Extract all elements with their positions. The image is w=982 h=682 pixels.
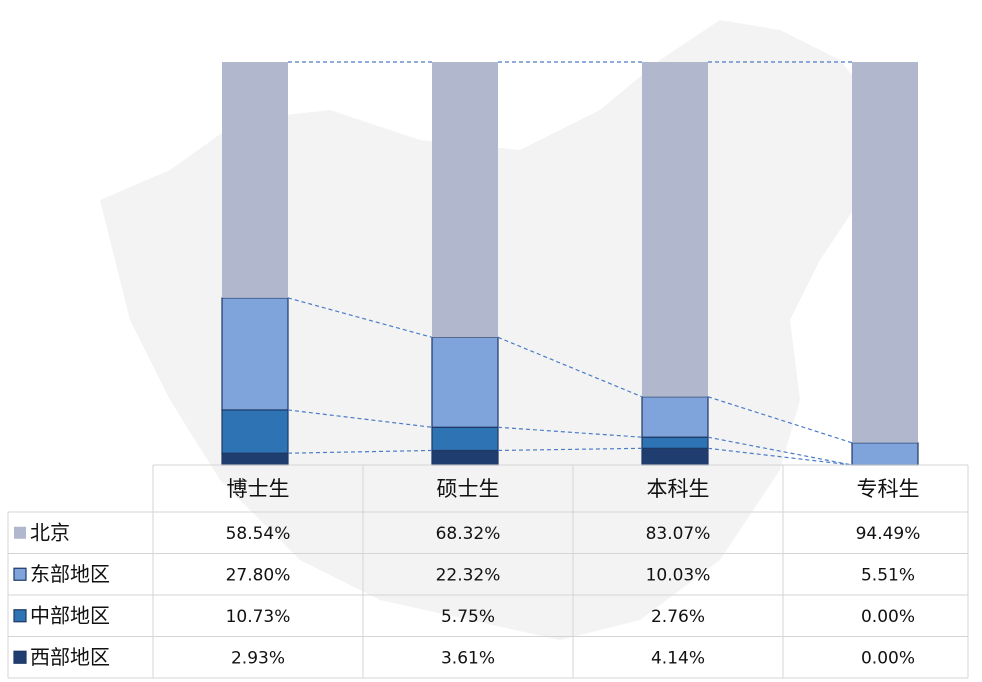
legend-swatch (13, 650, 27, 664)
data-label: 0.00% (861, 607, 915, 627)
x-tick-label: 本科生 (647, 477, 710, 501)
bar-segment (222, 62, 288, 298)
data-label: 2.93% (231, 648, 285, 668)
data-label: 10.03% (646, 565, 711, 585)
legend-label: 西部地区 (30, 645, 110, 669)
bar-segment (431, 426, 499, 452)
bar-segment (641, 447, 709, 466)
legend-swatch (13, 609, 27, 623)
data-label: 2.76% (651, 607, 705, 627)
data-label: 22.32% (436, 565, 501, 585)
legend-label: 中部地区 (30, 603, 110, 627)
connector (497, 426, 643, 438)
data-label: 83.07% (646, 524, 711, 544)
legend-swatch (14, 526, 26, 539)
data-label: 94.49% (856, 524, 921, 544)
data-label: 3.61% (441, 648, 495, 668)
bar-segment (642, 62, 708, 397)
bar-segment (221, 452, 289, 466)
data-label: 5.51% (861, 565, 915, 585)
bar-segment (851, 442, 919, 466)
data-label: 4.14% (651, 648, 705, 668)
connector (497, 336, 643, 398)
legend-swatch (13, 567, 27, 581)
bar-segment (431, 336, 499, 428)
connector (707, 447, 853, 466)
data-label: 58.54% (226, 524, 291, 544)
data-label: 0.00% (861, 648, 915, 668)
legend-label: 东部地区 (30, 562, 110, 586)
connector (287, 409, 433, 428)
data-label: 68.32% (436, 524, 501, 544)
data-label: 5.75% (441, 607, 495, 627)
bars (221, 61, 919, 466)
connector (287, 297, 433, 338)
connector (497, 447, 643, 452)
x-tick-label: 博士生 (227, 477, 290, 501)
data-label: 27.80% (226, 565, 291, 585)
bar-segment (221, 297, 289, 411)
x-tick-label: 专科生 (857, 477, 920, 501)
bar-segment (852, 62, 918, 443)
legend-label: 北京 (30, 520, 70, 544)
connector (287, 449, 433, 454)
bar-segment (432, 62, 498, 338)
bar-segment (641, 436, 709, 449)
bar-segment (221, 409, 289, 454)
data-label: 10.73% (226, 607, 291, 627)
connector (707, 436, 853, 466)
bar-segment (641, 396, 709, 438)
x-tick-label: 硕士生 (437, 477, 500, 501)
bar-segment (431, 449, 499, 466)
